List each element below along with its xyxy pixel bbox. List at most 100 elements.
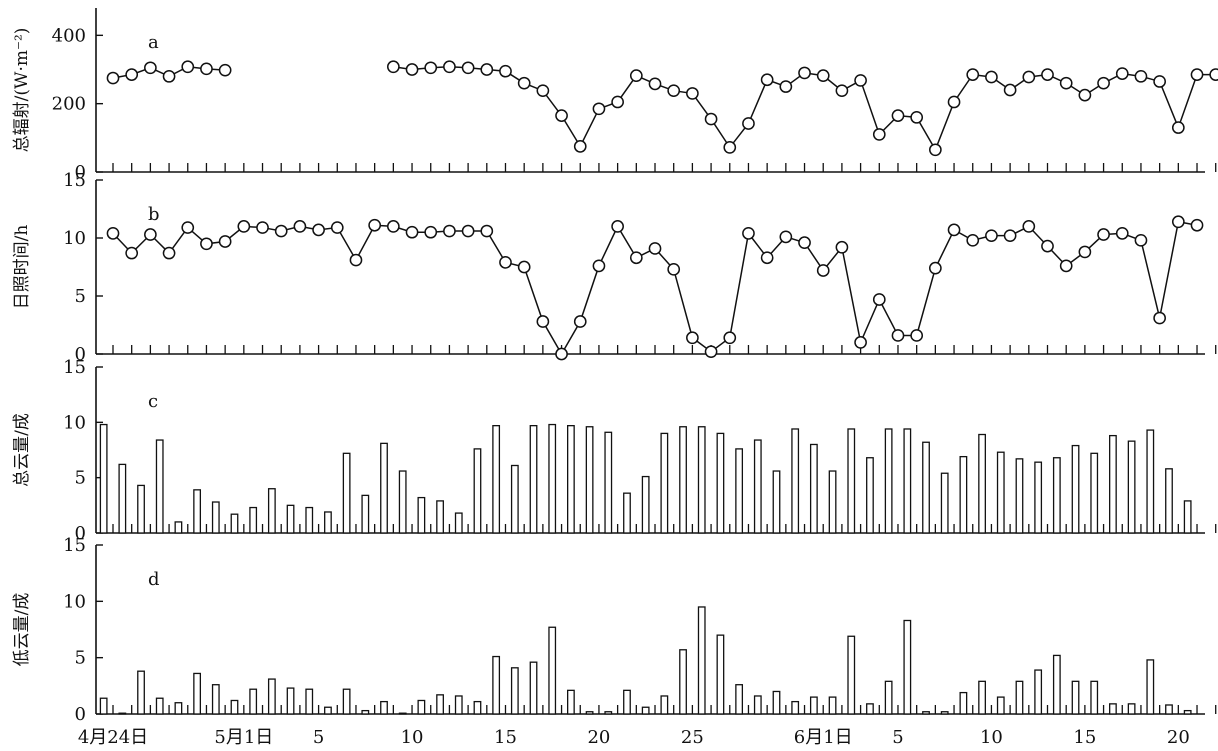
bar <box>1090 680 1099 715</box>
data-point <box>648 242 662 255</box>
data-point <box>779 230 793 244</box>
data-point <box>929 143 942 157</box>
data-point <box>274 224 288 238</box>
bar <box>716 432 725 534</box>
bar <box>267 678 276 715</box>
bar <box>903 428 912 534</box>
data-point <box>1041 68 1054 81</box>
bar <box>884 680 893 715</box>
data-point <box>424 61 438 75</box>
bar <box>380 700 388 715</box>
data-point <box>181 60 195 74</box>
bar <box>996 696 1005 715</box>
bar <box>99 423 108 534</box>
x-tick-label: 10 <box>401 727 424 748</box>
data-point <box>1078 88 1092 102</box>
data-point <box>368 218 382 232</box>
y-tick-label: 10 <box>63 412 86 433</box>
data-point <box>1059 76 1073 90</box>
bar <box>1052 457 1061 534</box>
data-point <box>872 128 886 141</box>
data-point <box>125 68 139 81</box>
bar <box>567 689 575 715</box>
bar <box>791 428 800 534</box>
bar <box>417 496 426 534</box>
y-tick-label: 0 <box>75 523 86 544</box>
bar <box>436 694 444 715</box>
data-point <box>405 63 419 76</box>
bar <box>772 470 781 534</box>
data-point <box>125 246 139 260</box>
bar <box>809 443 818 534</box>
y-axis-title: 总云量/成 <box>12 413 32 487</box>
y-tick-label: 0 <box>75 162 86 183</box>
data-point <box>573 315 587 328</box>
bar <box>809 696 818 715</box>
bar <box>866 703 874 715</box>
data-point <box>798 66 811 80</box>
data-point <box>1190 218 1204 232</box>
data-point <box>648 77 662 91</box>
x-tick-label: 5 <box>313 727 324 748</box>
data-point <box>517 260 531 274</box>
data-point <box>424 225 438 239</box>
bar <box>828 696 837 715</box>
data-point <box>1134 233 1148 247</box>
data-point <box>592 259 606 273</box>
x-tick-label: 20 <box>1167 727 1190 748</box>
y-tick-label: 400 <box>52 25 86 46</box>
bar <box>417 699 426 715</box>
y-tick-label: 200 <box>52 94 86 115</box>
bar <box>361 494 370 534</box>
panel-label: a <box>148 32 159 53</box>
bar <box>99 697 108 715</box>
y-tick-label: 0 <box>75 344 86 365</box>
bar <box>548 626 557 715</box>
bar <box>828 470 837 534</box>
bar <box>1127 440 1136 534</box>
bar <box>454 512 463 534</box>
data-point <box>218 235 232 248</box>
bar <box>155 697 164 715</box>
data-point <box>835 84 849 98</box>
bar <box>978 433 986 534</box>
data-point <box>387 220 400 233</box>
data-point <box>1171 121 1185 134</box>
data-point <box>237 220 251 233</box>
x-tick-label: 5 <box>892 727 903 748</box>
bar <box>1015 458 1024 534</box>
bar <box>641 475 650 534</box>
bar <box>454 695 463 715</box>
y-tick-label: 15 <box>63 357 86 378</box>
bar <box>137 670 145 715</box>
bar <box>1015 680 1024 715</box>
bar <box>1165 468 1173 534</box>
bar <box>398 712 407 715</box>
bar <box>1127 703 1136 715</box>
bar <box>249 506 258 534</box>
bar <box>772 690 781 715</box>
bar <box>155 439 164 534</box>
bar <box>753 695 762 715</box>
bar <box>305 506 314 534</box>
bar <box>492 425 501 534</box>
bar <box>1109 434 1117 534</box>
data-point <box>312 223 325 237</box>
bar <box>118 463 127 534</box>
data-point <box>854 74 867 87</box>
data-point <box>555 347 568 361</box>
data-point <box>443 224 456 238</box>
data-point <box>985 70 998 84</box>
data-point <box>723 141 737 154</box>
bar <box>1052 654 1061 715</box>
data-point <box>443 60 456 74</box>
data-point <box>181 221 195 234</box>
data-point <box>723 331 737 345</box>
data-point <box>611 95 624 109</box>
bar <box>996 451 1005 534</box>
x-tick-label: 25 <box>681 727 704 748</box>
bar <box>641 706 650 715</box>
y-tick-label: 10 <box>63 228 86 249</box>
data-point <box>779 80 793 93</box>
data-point <box>1171 215 1185 229</box>
